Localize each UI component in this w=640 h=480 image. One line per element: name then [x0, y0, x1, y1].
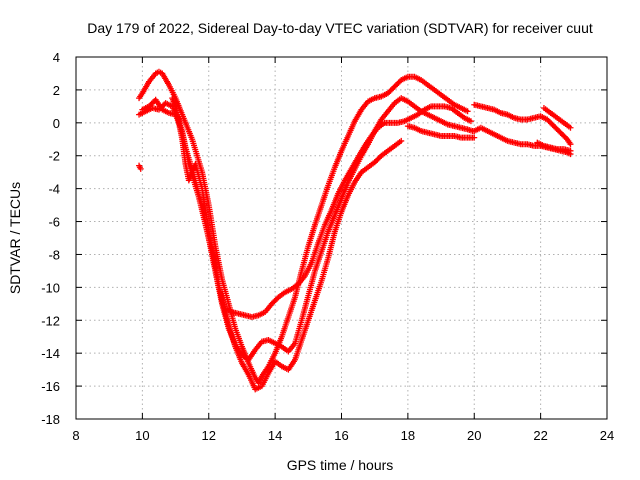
- x-tick-label: 16: [334, 428, 348, 443]
- data-point: [471, 134, 478, 141]
- x-tick-label: 24: [600, 428, 614, 443]
- y-tick-label: -10: [41, 280, 60, 295]
- data-points: [136, 68, 574, 393]
- x-tick-label: 20: [467, 428, 481, 443]
- x-tick-label: 18: [401, 428, 415, 443]
- data-point: [467, 118, 474, 125]
- x-tick-label: 22: [533, 428, 547, 443]
- y-tick-label: 4: [53, 50, 60, 65]
- x-tick-label: 8: [72, 428, 79, 443]
- y-tick-label: -2: [48, 149, 60, 164]
- y-tick-label: -4: [48, 182, 60, 197]
- y-tick-label: -14: [41, 346, 60, 361]
- y-tick-label: -16: [41, 379, 60, 394]
- y-tick-label: 0: [53, 116, 60, 131]
- data-point: [567, 124, 574, 131]
- y-tick-label: -6: [48, 215, 60, 230]
- data-point: [398, 137, 405, 144]
- chart-title: Day 179 of 2022, Sidereal Day-to-day VTE…: [87, 20, 593, 36]
- x-tick-label: 14: [268, 428, 282, 443]
- y-tick-label: -8: [48, 247, 60, 262]
- data-point: [464, 108, 471, 115]
- data-point: [567, 141, 574, 148]
- data-point: [137, 165, 144, 172]
- x-axis-label: GPS time / hours: [287, 457, 394, 473]
- y-axis-label: SDTVAR / TECUs: [7, 182, 23, 294]
- axis-ticks: 8 10 12 14 16 18 20 22 24420-2-4-6-8-10-12-14-16…: [41, 50, 614, 443]
- y-tick-label: 2: [53, 83, 60, 98]
- y-tick-label: -18: [41, 412, 60, 427]
- x-tick-label: 10: [135, 428, 149, 443]
- data-point: [567, 147, 574, 154]
- x-tick-label: 12: [202, 428, 216, 443]
- y-tick-label: -12: [41, 313, 60, 328]
